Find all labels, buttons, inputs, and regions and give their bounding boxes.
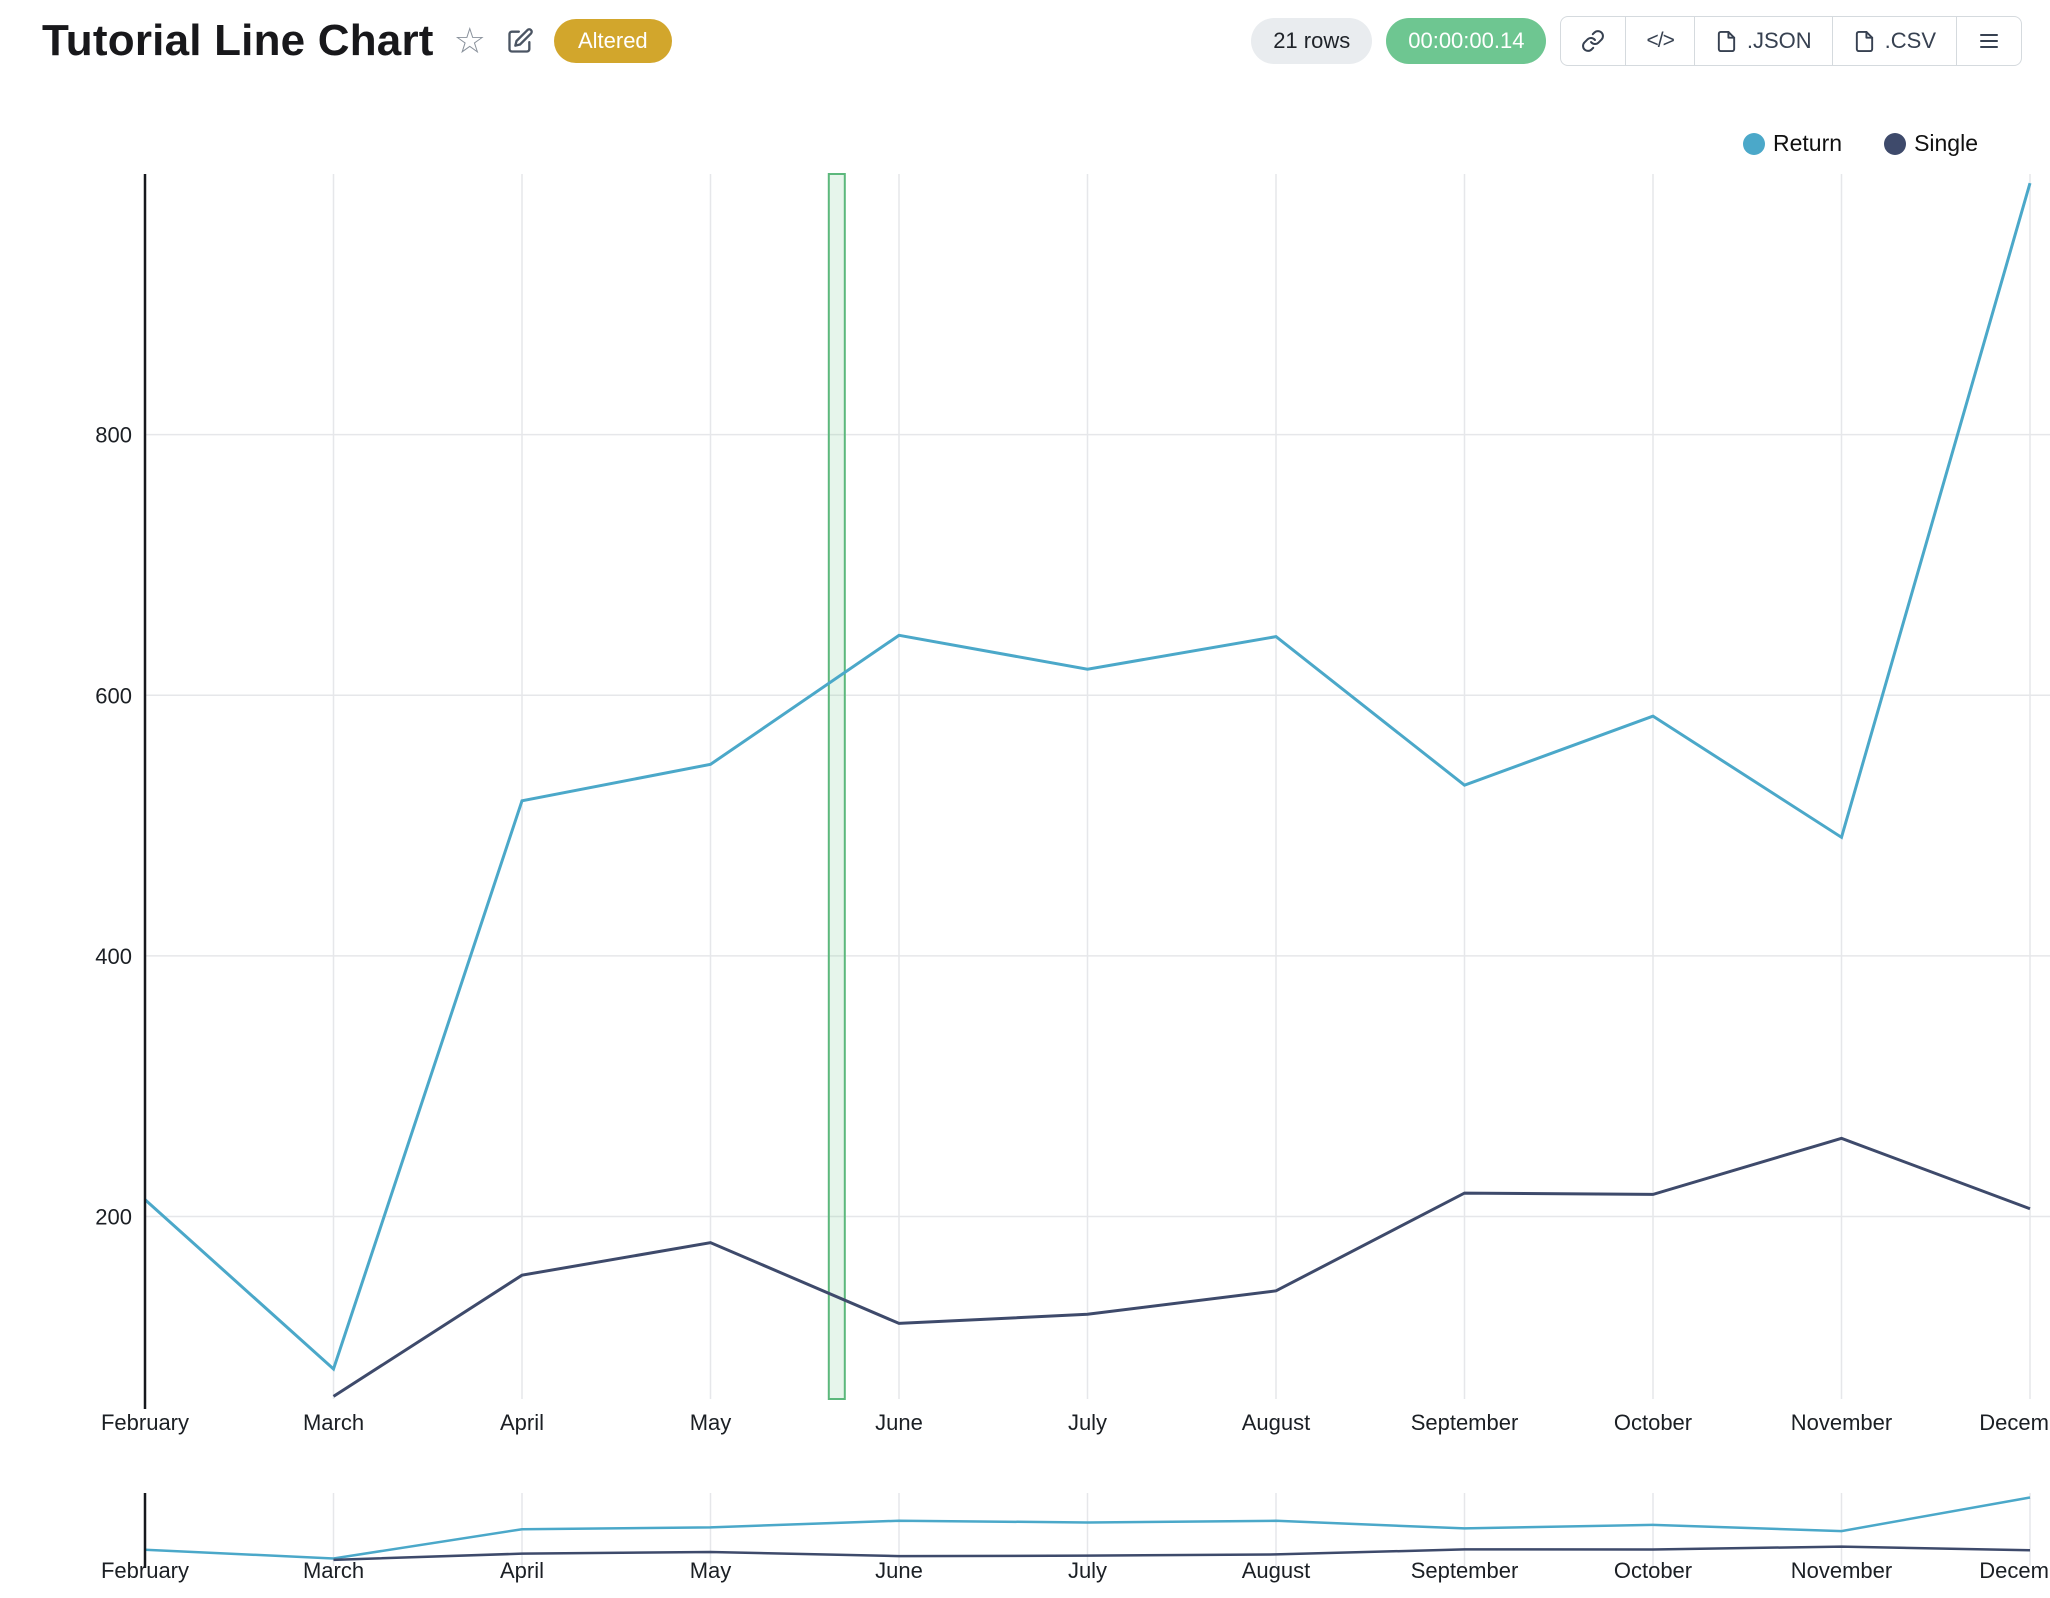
legend-label-single: Single <box>1914 130 1978 156</box>
chart-legend: Return Single <box>1743 130 1978 157</box>
series-line-single[interactable] <box>332 1136 2031 1398</box>
toolbar: 21 rows 00:00:00.14 </> .J <box>1251 16 2022 66</box>
minimap-x-axis-label: November <box>1791 1558 1892 1583</box>
y-axis-tick-label: 600 <box>95 683 132 708</box>
minimap-series-line-single <box>333 1545 2031 1562</box>
json-file-icon <box>1717 30 1735 52</box>
json-button-label: .JSON <box>1746 28 1812 53</box>
x-axis-label: August <box>1242 1410 1311 1435</box>
favorite-star-icon[interactable]: ☆ <box>454 23 486 59</box>
highlight-band[interactable] <box>827 173 846 1400</box>
series-line-return[interactable] <box>143 182 2032 1372</box>
altered-badge: Altered <box>553 19 672 63</box>
x-axis-label: April <box>500 1410 544 1435</box>
x-axis-label: March <box>303 1410 364 1435</box>
x-axis-label: February <box>101 1410 189 1435</box>
minimap-x-axis-label: August <box>1242 1558 1311 1583</box>
y-axis-tick-label: 200 <box>95 1205 132 1230</box>
minimap-series-line-return <box>144 1496 2031 1560</box>
edit-pencil-icon <box>508 28 533 53</box>
legend-label-return: Return <box>1773 130 1843 156</box>
minimap-x-axis-label: March <box>303 1558 364 1583</box>
x-axis-label: December <box>1979 1410 2050 1435</box>
minimap-x-axis-label: December <box>1979 1558 2050 1583</box>
row-count-badge: 21 rows <box>1251 18 1373 64</box>
link-icon <box>1582 30 1605 52</box>
x-axis-label: July <box>1068 1410 1107 1435</box>
legend-item-return[interactable]: Return <box>1743 130 1842 157</box>
minimap-x-axis-label: June <box>875 1558 923 1583</box>
edit-icon[interactable] <box>506 27 534 55</box>
minimap-x-axis-label: May <box>690 1558 732 1583</box>
y-axis-tick-label: 800 <box>95 423 132 448</box>
export-button-group: </> .JSON .CSV <box>1560 16 2022 66</box>
hamburger-menu-icon <box>1980 34 1998 48</box>
export-csv-button[interactable]: .CSV <box>1831 17 1956 65</box>
minimap-x-axis-label: September <box>1411 1558 1519 1583</box>
title-group: Tutorial Line Chart ☆ Altered <box>42 16 672 66</box>
x-axis-label: November <box>1791 1410 1892 1435</box>
query-timer-badge: 00:00:00.14 <box>1386 18 1547 64</box>
star-glyph: ☆ <box>453 20 486 61</box>
legend-item-single[interactable]: Single <box>1884 130 1978 157</box>
code-icon: </> <box>1646 29 1674 52</box>
y-axis-tick-label: 400 <box>95 944 132 969</box>
topbar: Tutorial Line Chart ☆ Altered 21 rows 00… <box>42 16 2022 66</box>
x-axis-label: October <box>1614 1410 1692 1435</box>
minimap-x-axis-label: April <box>500 1558 544 1583</box>
page-title: Tutorial Line Chart <box>42 16 434 65</box>
minimap-x-axis-label: October <box>1614 1558 1692 1583</box>
export-json-button[interactable]: .JSON <box>1693 17 1832 65</box>
legend-dot-single <box>1884 132 1907 155</box>
copy-link-button[interactable] <box>1561 17 1625 65</box>
x-axis-label: May <box>690 1410 732 1435</box>
embed-code-button[interactable]: </> <box>1625 17 1693 65</box>
x-axis-label: June <box>875 1410 923 1435</box>
csv-file-icon <box>1855 30 1873 52</box>
minimap-x-axis-label: July <box>1068 1558 1107 1583</box>
menu-button[interactable] <box>1956 17 2021 65</box>
csv-button-label: .CSV <box>1884 28 1936 53</box>
legend-dot-return <box>1743 132 1766 155</box>
x-axis-label: September <box>1411 1410 1519 1435</box>
